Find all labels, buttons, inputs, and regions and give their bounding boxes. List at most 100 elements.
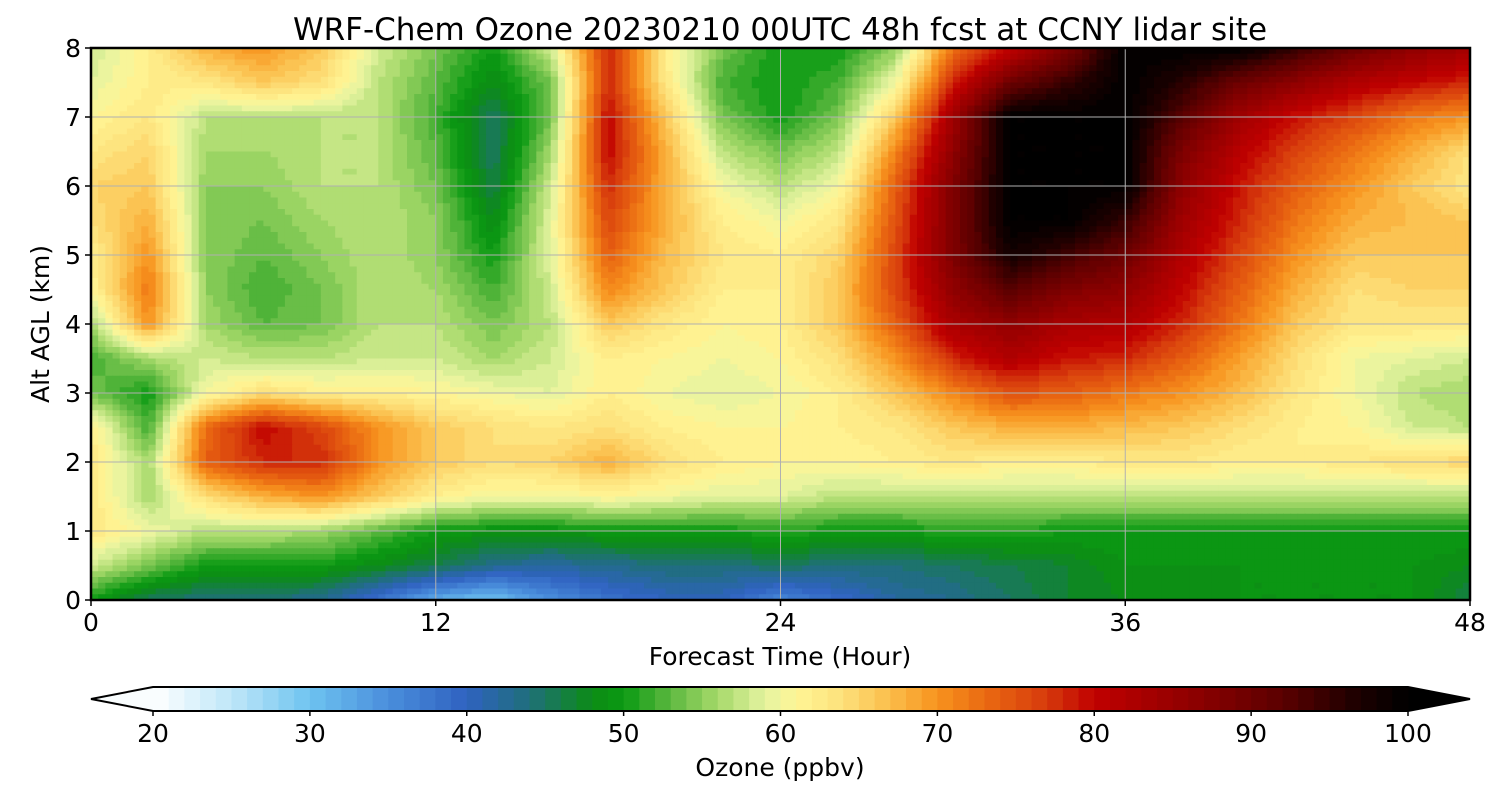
heatmap-cell (1003, 111, 1011, 118)
heatmap-cell (1412, 111, 1421, 118)
heatmap-cell (356, 82, 365, 89)
heatmap-cell (1347, 48, 1356, 55)
heatmap-cell (1010, 140, 1019, 147)
heatmap-cell (529, 168, 537, 176)
heatmap-cell (428, 140, 437, 147)
heatmap-cell (744, 105, 753, 112)
heatmap-cell (579, 99, 588, 107)
heatmap-cell (234, 88, 243, 95)
heatmap-cell (773, 191, 782, 199)
heatmap-cell (837, 145, 846, 153)
heatmap-cell (198, 71, 207, 78)
heatmap-cell (1290, 191, 1299, 199)
heatmap-cell (119, 65, 128, 72)
heatmap-cell (335, 48, 343, 55)
heatmap-cell (414, 59, 422, 66)
heatmap-cell (1125, 53, 1134, 61)
heatmap-cell (916, 145, 925, 153)
heatmap-cell (234, 186, 243, 193)
heatmap-cell (608, 163, 616, 170)
heatmap-cell (830, 117, 839, 124)
heatmap-cell (521, 163, 530, 170)
heatmap-cell (550, 151, 559, 158)
heatmap-cell (830, 180, 839, 187)
heatmap-cell (600, 145, 609, 153)
heatmap-cell (679, 157, 688, 164)
heatmap-cell (1096, 122, 1105, 130)
heatmap-cell (988, 180, 997, 187)
heatmap-cell (270, 180, 279, 187)
heatmap-cell (967, 191, 976, 199)
heatmap-cell (450, 134, 458, 141)
heatmap-cell (155, 111, 164, 118)
heatmap-cell (988, 94, 997, 101)
heatmap-cell (1419, 76, 1428, 84)
heatmap-cell (1074, 94, 1083, 101)
heatmap-cell (658, 71, 667, 78)
heatmap-cell (615, 71, 624, 78)
heatmap-cell (162, 122, 171, 130)
heatmap-cell (1441, 122, 1450, 130)
heatmap-cell (342, 122, 351, 130)
heatmap-cell (1383, 157, 1392, 164)
heatmap-cell (1455, 163, 1464, 170)
heatmap-cell (1290, 53, 1299, 61)
heatmap-cell (1118, 76, 1126, 84)
heatmap-cell (809, 71, 818, 78)
heatmap-cell (1211, 128, 1220, 135)
heatmap-cell (981, 140, 990, 147)
heatmap-cell (241, 65, 250, 72)
heatmap-cell (600, 163, 609, 170)
heatmap-cell (557, 186, 566, 193)
heatmap-cell (1003, 65, 1011, 72)
heatmap-cell (428, 82, 437, 89)
heatmap-cell (881, 59, 889, 66)
heatmap-cell (1426, 88, 1435, 95)
heatmap-cell (1146, 140, 1155, 147)
heatmap-cell (342, 174, 351, 181)
heatmap-cell (715, 174, 724, 181)
heatmap-cell (1189, 186, 1198, 193)
heatmap-cell (687, 65, 695, 72)
heatmap-cell (1268, 145, 1277, 153)
heatmap-cell (572, 82, 580, 89)
heatmap-cell (1347, 157, 1356, 164)
heatmap-cell (1153, 186, 1162, 193)
heatmap-cell (837, 48, 846, 55)
heatmap-cell (794, 140, 803, 147)
heatmap-cell (960, 186, 968, 193)
heatmap-cell (270, 105, 279, 112)
heatmap-cell (1003, 71, 1011, 78)
heatmap-cell (249, 145, 257, 153)
heatmap-cell (392, 128, 401, 135)
heatmap-cell (1060, 134, 1069, 141)
heatmap-cell (471, 53, 480, 61)
heatmap-cell (622, 151, 631, 158)
heatmap-cell (1398, 122, 1406, 130)
heatmap-cell (486, 82, 494, 89)
heatmap-cell (1197, 180, 1205, 187)
heatmap-cell (349, 186, 358, 193)
heatmap-cell (1419, 163, 1428, 170)
heatmap-cell (1434, 128, 1442, 135)
heatmap-cell (119, 59, 128, 66)
heatmap-cell (873, 76, 882, 84)
heatmap-cell (1060, 157, 1069, 164)
heatmap-cell (371, 94, 379, 101)
heatmap-cell (105, 151, 114, 158)
heatmap-cell (881, 71, 889, 78)
heatmap-cell (837, 88, 846, 95)
heatmap-cell (974, 140, 983, 147)
heatmap-cell (478, 71, 487, 78)
heatmap-cell (1304, 111, 1313, 118)
heatmap-cell (1412, 88, 1421, 95)
heatmap-cell (299, 186, 308, 193)
heatmap-cell (615, 128, 624, 135)
heatmap-cell (550, 48, 559, 55)
heatmap-cell (428, 105, 437, 112)
heatmap-cell (385, 151, 394, 158)
heatmap-cell (363, 65, 372, 72)
heatmap-cell (766, 168, 774, 176)
heatmap-cell (184, 180, 193, 187)
heatmap-cell (284, 105, 293, 112)
